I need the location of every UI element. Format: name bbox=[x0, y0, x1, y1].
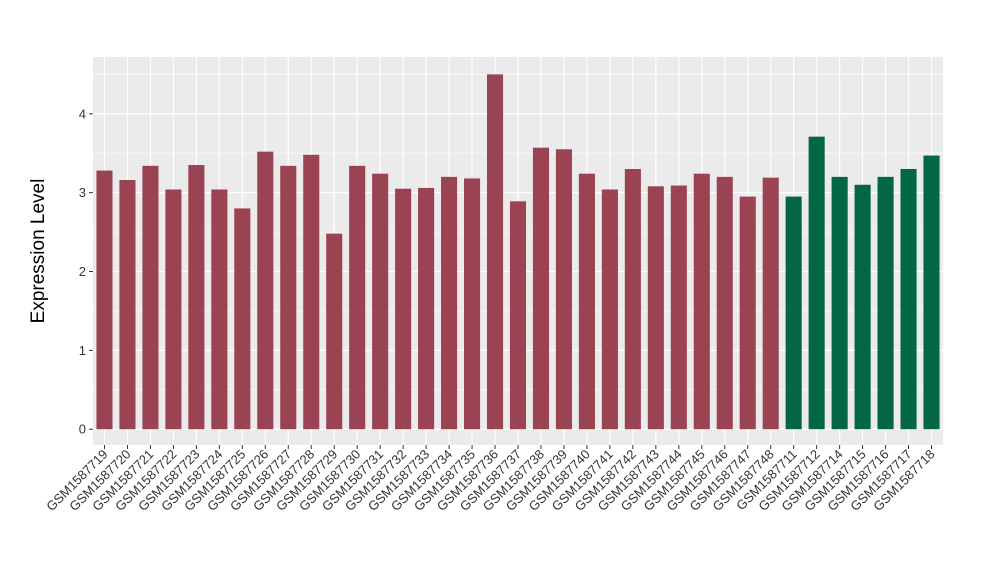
bar-GSM1587729 bbox=[326, 233, 343, 430]
bar-GSM1587715 bbox=[854, 184, 871, 430]
bar-GSM1587714 bbox=[831, 176, 848, 430]
y-tick-label: 3 bbox=[79, 185, 86, 200]
bar-GSM1587716 bbox=[877, 176, 894, 430]
bar-GSM1587731 bbox=[372, 173, 389, 430]
y-axis-title: Expression Level bbox=[28, 179, 49, 324]
bar-GSM1587732 bbox=[395, 188, 412, 430]
bar-GSM1587719 bbox=[96, 170, 113, 430]
bar-GSM1587722 bbox=[165, 189, 182, 430]
bar-GSM1587711 bbox=[785, 196, 802, 430]
bar-GSM1587743 bbox=[647, 186, 664, 430]
bar-GSM1587724 bbox=[211, 189, 228, 430]
bar-GSM1587725 bbox=[234, 208, 251, 430]
bar-GSM1587748 bbox=[762, 177, 779, 430]
x-axis: GSM1587719GSM1587720GSM1587721GSM1587722… bbox=[43, 445, 938, 514]
bar-GSM1587712 bbox=[808, 136, 825, 430]
bar-GSM1587734 bbox=[441, 176, 458, 430]
bar-GSM1587735 bbox=[464, 178, 481, 430]
bar-GSM1587721 bbox=[142, 165, 159, 430]
bar-GSM1587717 bbox=[900, 168, 917, 430]
bar-GSM1587723 bbox=[188, 165, 205, 430]
bar-GSM1587744 bbox=[670, 185, 687, 430]
bar-GSM1587733 bbox=[418, 187, 435, 430]
bar-GSM1587737 bbox=[509, 201, 527, 430]
bar-GSM1587736 bbox=[486, 74, 504, 430]
y-tick-label: 0 bbox=[79, 422, 86, 437]
bar-GSM1587726 bbox=[257, 151, 274, 430]
bar-GSM1587745 bbox=[693, 173, 710, 430]
y-tick-label: 1 bbox=[79, 343, 86, 358]
y-tick-label: 4 bbox=[79, 106, 86, 121]
bar-GSM1587727 bbox=[280, 165, 297, 430]
bar-GSM1587746 bbox=[716, 176, 733, 430]
bar-GSM1587740 bbox=[578, 173, 595, 430]
bar-GSM1587747 bbox=[739, 196, 756, 430]
bar-GSM1587718 bbox=[923, 155, 940, 430]
y-axis: 0 1 2 3 4 bbox=[79, 106, 93, 437]
bar-GSM1587738 bbox=[532, 147, 550, 430]
bar-GSM1587742 bbox=[624, 168, 641, 430]
bar-GSM1587728 bbox=[303, 154, 320, 430]
bars bbox=[96, 74, 940, 430]
bar-GSM1587741 bbox=[601, 189, 618, 430]
y-tick-label: 2 bbox=[79, 264, 86, 279]
bar-GSM1587730 bbox=[349, 165, 366, 430]
bar-GSM1587720 bbox=[119, 180, 136, 430]
bar-GSM1587739 bbox=[555, 149, 572, 430]
